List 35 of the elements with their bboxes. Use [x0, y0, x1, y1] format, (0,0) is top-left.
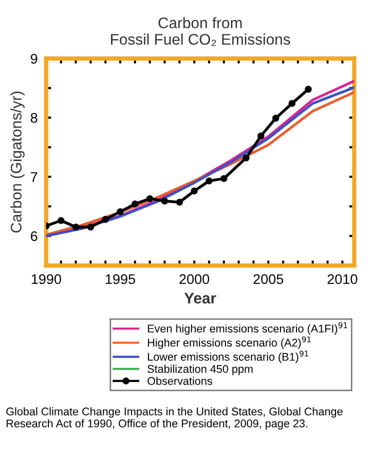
x-tick-label: 2005 [254, 274, 284, 284]
chart-title: Carbon from Fossil Fuel CO₂ Emissions [111, 17, 290, 46]
point [58, 217, 64, 224]
y-tick-label: 7 [30, 172, 38, 182]
x-tick-label: 1990 [32, 274, 62, 284]
point [206, 177, 213, 184]
y-axis-title: Carbon (Gigatons/yr) [10, 92, 25, 233]
point [116, 208, 124, 216]
point [102, 216, 109, 223]
x-tick-label: 1995 [106, 274, 136, 284]
legend-label: Stabilization 450 ppm [148, 364, 253, 376]
point [87, 224, 94, 231]
point [190, 188, 198, 194]
y-tick-label: 9 [30, 54, 38, 64]
x-tick-label: 2000 [180, 274, 210, 284]
point [304, 86, 312, 93]
legend-label: Higher emissions scenario (A2)$^{91}$ [148, 336, 311, 349]
y-tick-label: 6 [30, 231, 38, 242]
legend-label: Observations [148, 376, 212, 385]
point [146, 195, 154, 202]
x-tick-label: 2010 [328, 274, 358, 284]
point [72, 224, 80, 231]
point [176, 198, 183, 206]
point [288, 100, 296, 107]
point [220, 175, 228, 182]
point [257, 132, 264, 140]
legend-label: Even higher emissions scenario (A1FI)$^{91}$ [148, 322, 348, 335]
x-axis-title: Year [184, 292, 216, 304]
point [242, 154, 250, 162]
point [161, 198, 168, 205]
point [272, 114, 280, 122]
legend-label: Lower emissions scenario (B1)$^{91}$ [148, 350, 308, 363]
text: Global Climate Change Impacts in the United States, Global Change Research Act of 1990, Office of the President, 2009, page 23. [6, 407, 343, 430]
point [132, 200, 139, 208]
y-tick-label: 8 [30, 112, 38, 123]
